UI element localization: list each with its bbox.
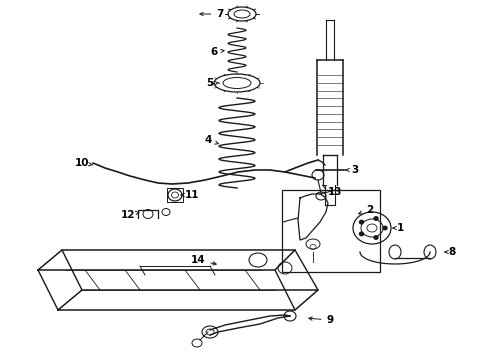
Ellipse shape [374,236,378,239]
Text: 12: 12 [121,210,139,220]
Text: 13: 13 [322,185,342,197]
Text: 6: 6 [210,47,224,57]
Ellipse shape [360,220,364,224]
Text: 8: 8 [445,247,456,257]
Text: 10: 10 [75,158,92,168]
Text: 14: 14 [191,255,216,265]
Bar [167,188,183,202]
Text: 4: 4 [204,135,219,145]
Text: 11: 11 [181,190,199,200]
Ellipse shape [374,217,378,220]
Text: 7: 7 [200,9,224,19]
Text: 9: 9 [309,315,334,325]
Text: 3: 3 [345,165,359,175]
Text: 5: 5 [206,78,219,88]
Bar [282,190,380,272]
Ellipse shape [360,232,364,236]
Text: 2: 2 [359,205,373,215]
Text: 1: 1 [393,223,404,233]
Ellipse shape [383,226,387,230]
